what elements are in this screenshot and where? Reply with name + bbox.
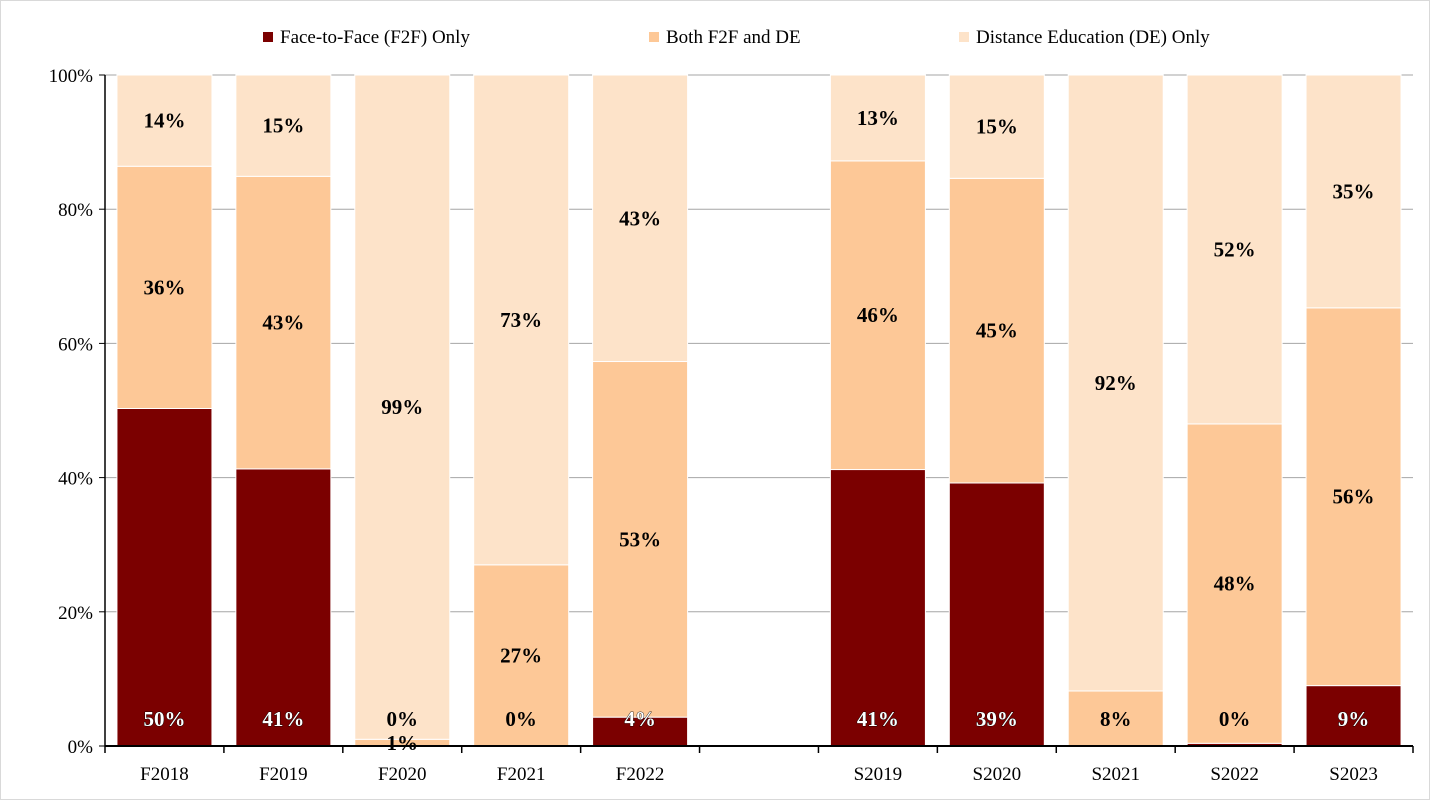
data-label: 52% bbox=[1214, 237, 1256, 261]
x-tick-label: F2022 bbox=[616, 764, 665, 785]
bar-segment bbox=[1186, 74, 1283, 425]
legend-label: Distance Education (DE) Only bbox=[976, 27, 1210, 48]
bar-segment bbox=[116, 407, 213, 747]
x-tick-label: F2020 bbox=[378, 764, 427, 785]
data-label: 14% bbox=[143, 109, 185, 133]
bar-segment bbox=[829, 74, 926, 162]
x-tick-label: F2018 bbox=[140, 764, 189, 785]
data-label: 35% bbox=[1333, 179, 1375, 203]
data-label: 41% bbox=[857, 707, 899, 731]
bar-segment bbox=[473, 564, 570, 747]
data-label: 56% bbox=[1333, 485, 1375, 509]
bar-segment bbox=[354, 74, 451, 740]
y-tick-label: 0% bbox=[68, 737, 94, 758]
data-label: 0% bbox=[505, 707, 537, 731]
data-label: 36% bbox=[143, 275, 185, 299]
data-label: 0% bbox=[387, 707, 419, 731]
y-tick-label: 100% bbox=[49, 66, 94, 87]
data-label: 99% bbox=[381, 395, 423, 419]
bar-segment bbox=[235, 74, 332, 177]
data-label: 39% bbox=[976, 707, 1018, 731]
bar-segment bbox=[473, 74, 570, 566]
bar-segment bbox=[592, 74, 689, 363]
bar-segment bbox=[948, 177, 1045, 484]
bar-segment bbox=[829, 160, 926, 471]
bar-segment bbox=[948, 74, 1045, 179]
y-tick-label: 80% bbox=[58, 200, 93, 221]
bar-segment bbox=[592, 361, 689, 718]
bar-segment bbox=[948, 482, 1045, 747]
data-label: 46% bbox=[857, 303, 899, 327]
bar-segment bbox=[1305, 74, 1402, 309]
data-label: 53% bbox=[619, 527, 661, 551]
data-label: 43% bbox=[262, 311, 304, 335]
legend-swatch bbox=[959, 32, 969, 42]
x-tick-label: F2021 bbox=[497, 764, 546, 785]
data-label: 92% bbox=[1095, 371, 1137, 395]
data-label: 15% bbox=[976, 115, 1018, 139]
data-label: 48% bbox=[1214, 572, 1256, 596]
bar-segment bbox=[1305, 685, 1402, 747]
data-label: 9% bbox=[1338, 707, 1370, 731]
bar-segment bbox=[235, 468, 332, 747]
y-tick-label: 40% bbox=[58, 469, 93, 490]
bar-segment bbox=[1067, 74, 1164, 692]
data-label: 45% bbox=[976, 319, 1018, 343]
x-tick-label: F2019 bbox=[259, 764, 308, 785]
data-label: 73% bbox=[500, 308, 542, 332]
data-label: 13% bbox=[857, 106, 899, 130]
bar-segment bbox=[592, 716, 689, 747]
data-label: 43% bbox=[619, 206, 661, 230]
data-label: 1% bbox=[387, 731, 419, 755]
data-label: 4% bbox=[624, 707, 656, 731]
x-tick-label: S2023 bbox=[1329, 764, 1378, 785]
legend-label: Face-to-Face (F2F) Only bbox=[280, 27, 470, 48]
legend-label: Both F2F and DE bbox=[666, 27, 801, 48]
data-label: 0% bbox=[1219, 707, 1251, 731]
x-tick-label: S2019 bbox=[854, 764, 903, 785]
bar-segment bbox=[1305, 307, 1402, 687]
x-tick-label: S2020 bbox=[973, 764, 1022, 785]
legend-swatch bbox=[263, 32, 273, 42]
bar-segment bbox=[829, 469, 926, 747]
bar-segment bbox=[1067, 690, 1164, 747]
bar-segment bbox=[116, 165, 213, 409]
data-label: 8% bbox=[1100, 707, 1132, 731]
bar-segment bbox=[1186, 423, 1283, 744]
x-tick-label: S2021 bbox=[1091, 764, 1140, 785]
data-label: 15% bbox=[262, 114, 304, 138]
data-label: 27% bbox=[500, 643, 542, 667]
y-tick-label: 20% bbox=[58, 603, 93, 624]
data-label: 41% bbox=[262, 707, 304, 731]
legend-swatch bbox=[649, 32, 659, 42]
bar-segment bbox=[116, 74, 213, 167]
data-label: 50% bbox=[143, 707, 185, 731]
y-tick-label: 60% bbox=[58, 334, 93, 355]
x-tick-label: S2022 bbox=[1210, 764, 1259, 785]
